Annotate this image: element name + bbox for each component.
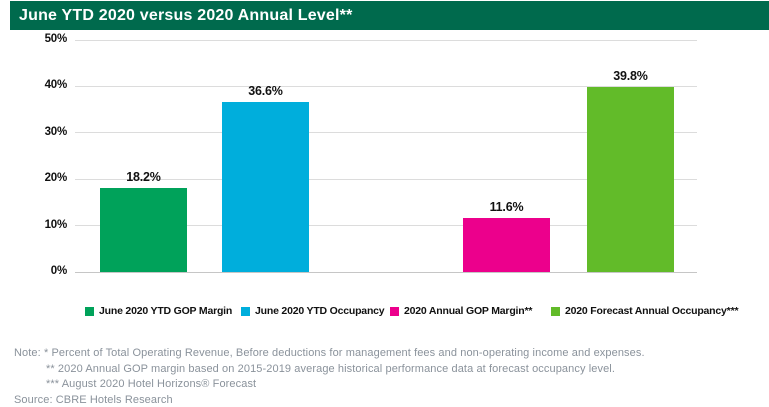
legend-swatch-icon bbox=[241, 306, 250, 316]
gridline bbox=[75, 85, 697, 87]
gridline bbox=[75, 271, 697, 273]
legend-swatch-icon bbox=[390, 306, 399, 316]
bar-1 bbox=[100, 187, 187, 272]
note-line-1: Note: * Percent of Total Operating Reven… bbox=[14, 347, 645, 359]
legend-swatch-icon bbox=[85, 306, 94, 316]
y-tick-label: 20% bbox=[44, 172, 68, 185]
gridline bbox=[75, 225, 697, 227]
y-tick-label: 40% bbox=[44, 79, 68, 92]
gridline bbox=[75, 178, 697, 180]
legend-label: 2020 Forecast Annual Occupancy*** bbox=[565, 305, 739, 317]
legend-item-1: June 2020 YTD GOP Margin bbox=[85, 305, 232, 317]
legend: June 2020 YTD GOP Margin June 2020 YTD Oc… bbox=[0, 305, 769, 321]
legend-label: June 2020 YTD GOP Margin bbox=[99, 305, 233, 317]
bar-3 bbox=[463, 218, 550, 272]
bar-2 bbox=[222, 102, 309, 272]
gridline bbox=[75, 132, 697, 134]
bar-value-label: 11.6% bbox=[489, 200, 524, 215]
chart-header: June YTD 2020 versus 2020 Annual Level** bbox=[10, 1, 769, 30]
source-line: Source: CBRE Hotels Research bbox=[14, 393, 173, 406]
y-tick-label: 0% bbox=[50, 265, 67, 277]
bar-4 bbox=[587, 87, 674, 272]
y-tick-label: 10% bbox=[44, 218, 68, 231]
plot-area: 0% 10% 20% 30% 40% 50% 18.2% 36.6% 11.6% 39.8% bbox=[45, 33, 697, 277]
legend-item-3: 2020 Annual GOP Margin** bbox=[390, 305, 532, 317]
bar-value-label: 39.8% bbox=[613, 69, 648, 84]
legend-item-4: 2020 Forecast Annual Occupancy*** bbox=[551, 305, 739, 317]
y-tick-label: 50% bbox=[44, 33, 68, 45]
gridline bbox=[75, 39, 697, 41]
notes-block: Note: * Percent of Total Operating Reven… bbox=[14, 346, 759, 407]
y-tick-label: 30% bbox=[44, 125, 68, 138]
legend-item-2: June 2020 YTD Occupancy bbox=[241, 305, 385, 317]
note-line-3: *** August 2020 Hotel Horizons® Forecast bbox=[46, 378, 257, 390]
legend-swatch-icon bbox=[551, 306, 560, 316]
bar-value-label: 36.6% bbox=[248, 84, 283, 99]
legend-label: June 2020 YTD Occupancy bbox=[255, 305, 385, 317]
bar-value-label: 18.2% bbox=[126, 169, 161, 184]
chart-title: June YTD 2020 versus 2020 Annual Level** bbox=[19, 6, 353, 24]
legend-label: 2020 Annual GOP Margin** bbox=[404, 305, 533, 317]
note-line-2: ** 2020 Annual GOP margin based on 2015-… bbox=[46, 362, 615, 375]
